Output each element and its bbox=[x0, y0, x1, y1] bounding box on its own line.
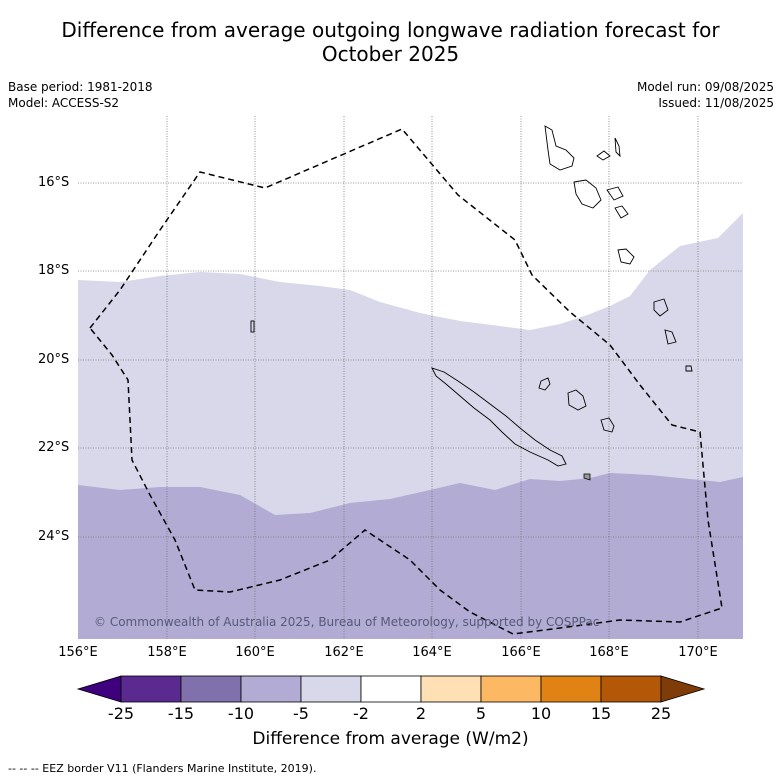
colorbar-extend-low bbox=[76, 675, 122, 703]
colorbar-bin-1 bbox=[120, 675, 182, 703]
anomaly-band-medium bbox=[78, 473, 743, 639]
colorbar-bin-8 bbox=[540, 675, 602, 703]
map-title: Difference from average outgoing longwav… bbox=[0, 18, 781, 66]
colorbar-bin-3 bbox=[240, 675, 302, 703]
model-name: Model: ACCESS-S2 bbox=[8, 96, 120, 110]
issued-date: Issued: 11/08/2025 bbox=[658, 96, 774, 110]
colorbar-tick: 5 bbox=[475, 704, 487, 723]
colorbar-tick: -2 bbox=[353, 704, 369, 723]
lon-label-156e: 156°E bbox=[58, 645, 98, 660]
small-reef bbox=[250, 320, 255, 333]
base-period: Base period: 1981-2018 bbox=[8, 80, 153, 94]
colorbar-tick: 2 bbox=[415, 704, 427, 723]
lon-label-158e: 158°E bbox=[147, 645, 187, 660]
lon-label-160e: 160°E bbox=[235, 645, 275, 660]
lon-label-164e: 164°E bbox=[412, 645, 452, 660]
vanuatu-islands bbox=[544, 125, 693, 372]
colorbar-bin-9 bbox=[600, 675, 662, 703]
lon-label-162e: 162°E bbox=[324, 645, 364, 660]
colorbar-tick: -5 bbox=[293, 704, 309, 723]
colorbar-tick: -10 bbox=[227, 704, 255, 723]
lat-label-18s: 18°S bbox=[38, 263, 70, 278]
lon-label-168e: 168°E bbox=[589, 645, 629, 660]
colorbar-tick: -15 bbox=[167, 704, 195, 723]
lon-label-166e: 166°E bbox=[501, 645, 541, 660]
lat-label-20s: 20°S bbox=[38, 352, 70, 367]
loyalty-islands bbox=[538, 377, 615, 433]
model-run: Model run: 09/08/2025 bbox=[636, 80, 774, 94]
new-caledonia-island bbox=[431, 367, 567, 467]
title-line-1: Difference from average outgoing longwav… bbox=[61, 18, 720, 42]
gridlines bbox=[78, 116, 743, 639]
lat-label-16s: 16°S bbox=[38, 175, 70, 190]
map-area: © Commonwealth of Australia 2025, Bureau… bbox=[78, 116, 743, 639]
colorbar-bin-7 bbox=[480, 675, 542, 703]
colorbar-tick: 10 bbox=[530, 704, 552, 723]
colorbar-bin-6 bbox=[420, 675, 482, 703]
colorbar-bin-2 bbox=[180, 675, 242, 703]
colorbar-title: Difference from average (W/m2) bbox=[252, 729, 529, 749]
eez-footnote: -- -- -- EEZ border V11 (Flanders Marine… bbox=[8, 762, 317, 775]
lat-label-22s: 22°S bbox=[38, 440, 70, 455]
meta-right: Model run: 09/08/2025 Issued: 11/08/2025 bbox=[637, 79, 774, 111]
colorbar-bin-5 bbox=[360, 675, 422, 703]
colorbar-extend-high bbox=[660, 675, 706, 703]
colorbar-tick: -25 bbox=[107, 704, 135, 723]
colorbar bbox=[76, 675, 706, 703]
colorbar-tick: 25 bbox=[650, 704, 672, 723]
title-line-2: October 2025 bbox=[321, 42, 460, 66]
small-island bbox=[583, 473, 591, 481]
copyright-notice: © Commonwealth of Australia 2025, Bureau… bbox=[94, 615, 599, 629]
meta-left: Base period: 1981-2018 Model: ACCESS-S2 bbox=[8, 79, 153, 111]
colorbar-bin-4 bbox=[300, 675, 362, 703]
lat-label-24s: 24°S bbox=[38, 529, 70, 544]
lon-label-170e: 170°E bbox=[678, 645, 718, 660]
colorbar-tick: 15 bbox=[590, 704, 612, 723]
eez-border bbox=[89, 128, 723, 635]
